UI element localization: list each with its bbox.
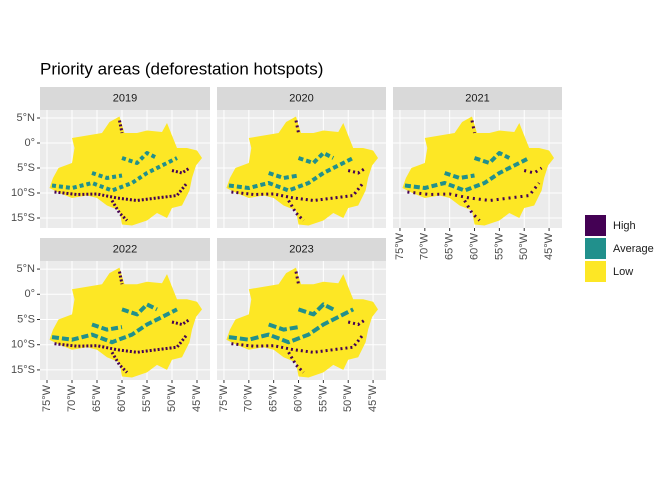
region-average — [297, 151, 335, 165]
region-low — [49, 116, 202, 226]
x-tick-label: 50°W — [166, 384, 178, 412]
y-tick-label: 5°N — [17, 112, 36, 124]
x-tick-label: 45°W — [191, 384, 203, 412]
x-tick-label: 70°W — [419, 232, 431, 260]
region-average — [444, 171, 475, 180]
legend-key — [585, 238, 606, 259]
y-tick-label: 0° — [24, 137, 35, 149]
y-tick-label: 5°S — [17, 313, 35, 325]
facet-strip — [217, 87, 386, 110]
x-tick-label: 75°W — [394, 232, 406, 260]
region-average — [473, 151, 511, 165]
region-high — [110, 199, 129, 222]
facet-strip — [217, 238, 386, 261]
legend-label: Average — [613, 243, 654, 255]
y-tick-label: 5°N — [17, 263, 36, 275]
x-tick-label: 75°W — [218, 384, 230, 412]
region-average — [121, 151, 158, 165]
region-average — [297, 302, 335, 317]
legend-label: Low — [613, 266, 633, 278]
x-tick-label: 45°W — [543, 232, 555, 260]
x-tick-label: 60°W — [468, 232, 480, 260]
x-tick-label: 55°W — [317, 384, 329, 412]
x-tick-label: 75°W — [41, 384, 53, 412]
x-tick-label: 45°W — [367, 384, 379, 412]
region-average — [268, 171, 299, 180]
legend-label: High — [613, 220, 636, 232]
region-high — [231, 333, 365, 354]
region-low — [226, 267, 378, 378]
chart-title: Priority areas (deforestation hotspots) — [40, 59, 323, 78]
facet-strip — [393, 87, 562, 110]
region-average — [404, 156, 531, 193]
x-tick-label: 60°W — [116, 384, 128, 412]
region-average — [268, 322, 299, 332]
x-tick-label: 65°W — [91, 384, 103, 412]
region-high — [171, 318, 191, 327]
x-tick-label: 55°W — [141, 384, 153, 412]
region-high — [171, 166, 191, 175]
region-average — [91, 322, 123, 332]
facet-label: 2021 — [465, 92, 489, 104]
facet-label: 2019 — [113, 92, 137, 104]
x-tick-label: 55°W — [493, 232, 505, 260]
legend-key — [585, 261, 606, 282]
x-tick-label: 50°W — [518, 232, 530, 260]
facet-label: 2020 — [289, 92, 313, 104]
facet-strip — [40, 238, 210, 261]
y-tick-label: 15°S — [11, 364, 35, 376]
y-tick-label: 15°S — [11, 212, 35, 224]
region-average — [51, 156, 178, 193]
x-tick-label: 65°W — [444, 232, 456, 260]
region-high — [54, 333, 189, 354]
facet-label: 2022 — [113, 243, 137, 255]
region-high — [294, 120, 300, 134]
x-tick-label: 70°W — [243, 384, 255, 412]
region-average — [121, 302, 158, 317]
region-low — [49, 267, 202, 378]
y-tick-label: 10°S — [11, 187, 35, 199]
x-tick-label: 50°W — [342, 384, 354, 412]
region-high — [231, 182, 365, 203]
region-high — [110, 351, 129, 374]
facet-strip — [40, 87, 210, 110]
region-high — [407, 182, 541, 203]
region-average — [91, 171, 123, 180]
region-high — [347, 318, 367, 327]
region-average — [51, 307, 178, 345]
x-tick-label: 65°W — [268, 384, 280, 412]
region-low — [226, 116, 378, 226]
region-high — [287, 199, 305, 222]
y-tick-label: 0° — [24, 288, 35, 300]
region-high — [294, 271, 300, 285]
y-tick-label: 5°S — [17, 162, 35, 174]
x-tick-label: 70°W — [66, 384, 78, 412]
region-high — [54, 182, 189, 203]
legend-key — [585, 215, 606, 236]
y-tick-label: 10°S — [11, 339, 35, 351]
region-high — [470, 120, 476, 134]
region-average — [228, 156, 355, 193]
region-average — [228, 307, 355, 345]
region-high — [347, 166, 367, 175]
facet-label: 2023 — [289, 243, 313, 255]
x-tick-label: 60°W — [292, 384, 304, 412]
region-high — [287, 351, 305, 374]
